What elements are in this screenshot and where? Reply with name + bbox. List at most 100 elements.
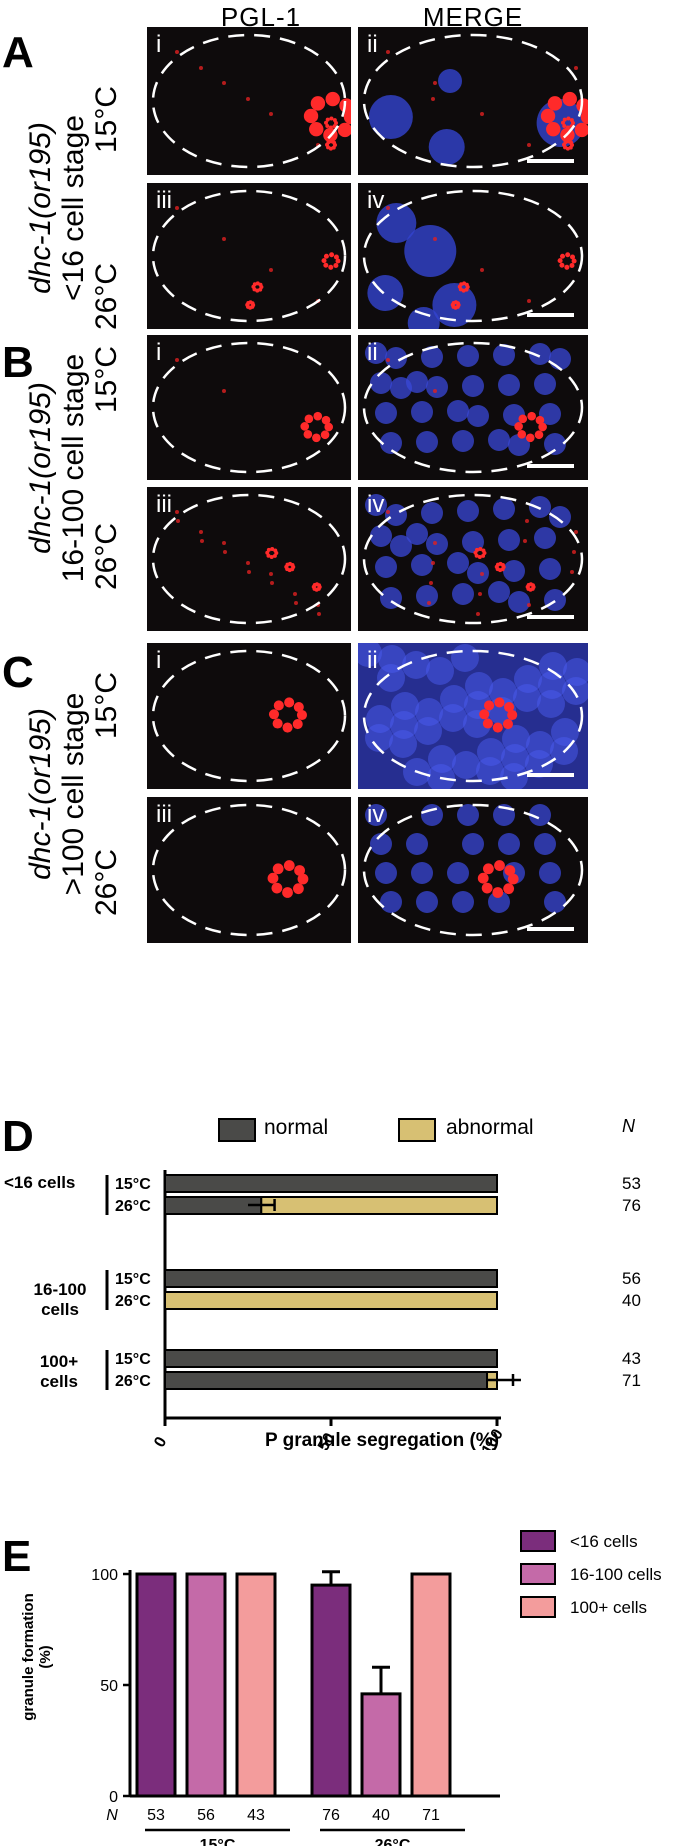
- image-index-label: ii: [367, 31, 378, 58]
- pgl1-image-6: iii: [147, 797, 351, 943]
- legend-swatch-normal: [218, 1118, 256, 1142]
- row-label-a: dhc-1(or195) <16 cell stage 26°C 15°C: [24, 78, 124, 338]
- legend-n-label: N: [622, 1116, 635, 1136]
- legend-label-abnormal: abnormal: [446, 1116, 534, 1139]
- n-value: 53: [622, 1174, 641, 1193]
- pgl1-image-3: i: [147, 335, 351, 480]
- group-label: 15°C: [200, 1837, 236, 1846]
- bar-abnormal: [260, 1196, 498, 1215]
- row-temp-label: 26°C: [115, 1293, 151, 1310]
- image-index-label: iv: [367, 187, 385, 214]
- granule-formation-chart: 0 50 100 53 76 56 40 43 71 N 15°C 26°C <16 cells 16-1…: [91, 1530, 662, 1846]
- row-temp-label: 26°C: [115, 1198, 151, 1215]
- scale-bar: [527, 615, 574, 619]
- n-value: 56: [197, 1807, 215, 1824]
- panel-letter-a: A: [2, 28, 34, 77]
- n-value: 40: [372, 1807, 390, 1824]
- y-tick-label: 0: [109, 1789, 118, 1806]
- row-label-stage: >100 cell stage: [57, 692, 90, 896]
- bar-normal: [164, 1196, 263, 1215]
- n-value: 40: [622, 1291, 641, 1310]
- bar-abnormal: [164, 1291, 498, 1310]
- bar-2: [360, 1692, 402, 1798]
- pgl1-image-5: i: [147, 643, 351, 789]
- y-axis-label-e: granule formation (%): [20, 1593, 54, 1721]
- group-label-16-100: 16-100 cells: [33, 1280, 87, 1319]
- legend-label: <16 cells: [570, 1532, 638, 1551]
- pgl1-image-4: iii: [147, 487, 351, 631]
- x-axis-label-d: P granule segregation (%): [265, 1430, 500, 1451]
- scale-bar: [527, 159, 574, 163]
- y-tick-label: 100: [91, 1567, 118, 1584]
- x-tick-label: 0: [151, 1434, 170, 1450]
- row-label-temp-bottom: 26°C: [90, 262, 123, 330]
- panel-letter-c: C: [2, 648, 34, 697]
- image-index-label: ii: [367, 339, 378, 366]
- merge-image-2: iv: [358, 183, 588, 329]
- row-label-temp-bottom: 26°C: [90, 848, 123, 916]
- bar-normal: [164, 1349, 498, 1368]
- image-index-label: iii: [156, 491, 172, 518]
- bar-normal: [164, 1174, 498, 1193]
- pgl1-image-1: i: [147, 27, 351, 175]
- bar-2: [185, 1572, 227, 1798]
- image-index-label: i: [156, 339, 162, 366]
- row-label-stage: <16 cell stage: [57, 115, 90, 301]
- legend-label: 100+ cells: [570, 1598, 647, 1617]
- row-label-c: dhc-1(or195) >100 cell stage 26°C 15°C: [24, 664, 124, 924]
- legend-swatch: [520, 1530, 556, 1552]
- row-temp-label: 15°C: [115, 1176, 151, 1193]
- scale-bar: [527, 464, 574, 468]
- row-label-gene: dhc-1(or195): [24, 382, 57, 554]
- merge-image-6: iv: [358, 797, 588, 943]
- image-index-label: iii: [156, 801, 172, 828]
- n-value: 43: [622, 1349, 641, 1368]
- n-value: 56: [622, 1269, 641, 1288]
- merge-image-4: iv: [358, 487, 588, 631]
- merge-image-3: ii: [358, 335, 588, 480]
- row-label-temp-top: 15°C: [90, 672, 123, 740]
- scale-bar: [527, 313, 574, 317]
- bar-normal: [164, 1371, 489, 1390]
- row-label-temp-top: 15°C: [90, 86, 123, 154]
- row-label-gene: dhc-1(or195): [24, 708, 57, 880]
- pgl1-image-2: iii: [147, 183, 351, 329]
- bar-1: [310, 1583, 352, 1798]
- legend-swatch: [520, 1596, 556, 1618]
- legend-label: 16-100 cells: [570, 1565, 662, 1584]
- n-value: 76: [322, 1807, 340, 1824]
- image-index-label: i: [156, 647, 162, 674]
- legend-swatch-abnormal: [398, 1118, 436, 1142]
- image-index-label: iv: [367, 801, 385, 828]
- n-value: 43: [247, 1807, 265, 1824]
- group-label-lt16: <16 cells: [4, 1173, 76, 1192]
- panel-letter-e: E: [2, 1532, 32, 1581]
- group-label: 26°C: [375, 1837, 411, 1846]
- panel-letter-b: B: [2, 338, 34, 387]
- image-index-label: i: [156, 31, 162, 58]
- bar-normal: [164, 1269, 498, 1288]
- image-index-label: iv: [367, 491, 385, 518]
- row-label-temp-bottom: 26°C: [90, 522, 123, 590]
- legend-label-normal: normal: [264, 1116, 329, 1139]
- row-label-gene: dhc-1(or195): [24, 122, 57, 294]
- n-value: 71: [622, 1371, 641, 1390]
- n-value: 53: [147, 1807, 165, 1824]
- row-label-stage: 16-100 cell stage: [57, 353, 90, 583]
- scale-bar: [527, 927, 574, 931]
- scale-bar: [527, 773, 574, 777]
- bar-3: [235, 1572, 277, 1798]
- n-label: N: [106, 1807, 118, 1824]
- group-label-100plus: 100+ cells: [39, 1352, 79, 1391]
- n-value: 76: [622, 1196, 641, 1215]
- row-temp-label: 15°C: [115, 1351, 151, 1368]
- n-value: 71: [422, 1807, 440, 1824]
- bar-1: [135, 1572, 177, 1798]
- row-temp-label: 15°C: [115, 1271, 151, 1288]
- legend-swatch: [520, 1563, 556, 1585]
- bar-3: [410, 1572, 452, 1798]
- merge-image-1: ii: [358, 27, 588, 175]
- merge-image-5: ii: [358, 643, 588, 789]
- row-temp-label: 26°C: [115, 1373, 151, 1390]
